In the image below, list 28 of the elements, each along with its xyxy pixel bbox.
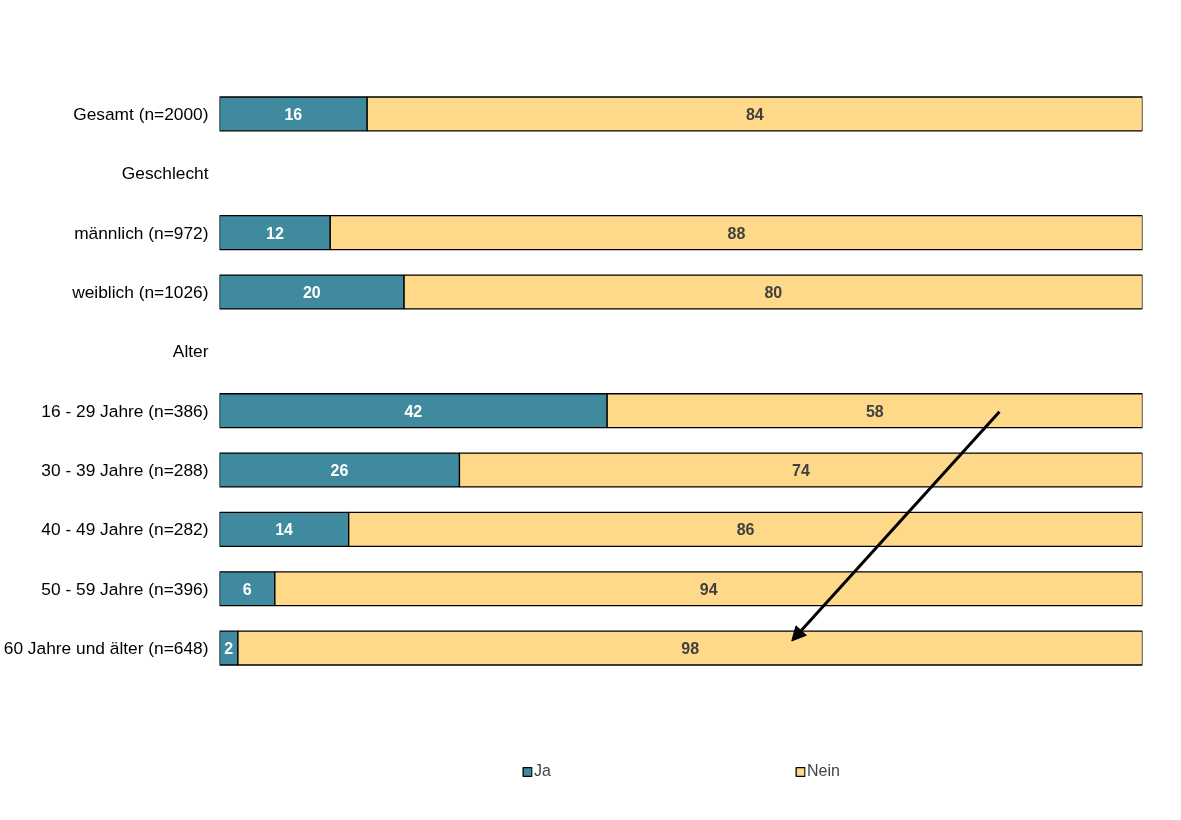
y-tick-label: 60 Jahre und älter (n=648) [3, 638, 209, 659]
y-tick-label: 40 - 49 Jahre (n=282) [41, 519, 209, 540]
data-label: 86 [736, 521, 755, 539]
y-tick-label: Geschlecht [121, 163, 209, 184]
data-label: 84 [745, 105, 764, 123]
data-label: 88 [727, 224, 746, 242]
data-label: 26 [330, 462, 349, 480]
data-label: 16 [284, 105, 303, 123]
data-label: 58 [865, 402, 884, 420]
data-label: 74 [792, 462, 810, 480]
y-tick-label: 50 - 59 Jahre (n=396) [41, 578, 209, 599]
data-label: 42 [404, 402, 423, 420]
y-tick-label: weiblich (n=1026) [71, 281, 209, 302]
y-tick-label: Gesamt (n=2000) [73, 103, 209, 124]
legend-label: Nein [807, 762, 840, 780]
data-label: 20 [302, 283, 321, 301]
data-label: 14 [275, 521, 294, 539]
legend-label: Ja [534, 762, 552, 780]
data-label: 94 [699, 580, 718, 598]
data-label: 12 [265, 224, 284, 242]
y-tick-label: 30 - 39 Jahre (n=288) [41, 460, 209, 481]
data-label: 6 [242, 580, 252, 598]
data-label: 80 [764, 283, 783, 301]
y-tick-label: männlich (n=972) [74, 222, 209, 243]
y-tick-label: 16 - 29 Jahre (n=386) [41, 400, 209, 421]
data-label: 98 [681, 640, 700, 658]
data-label: 2 [224, 640, 234, 658]
y-tick-label: Alter [172, 341, 209, 362]
